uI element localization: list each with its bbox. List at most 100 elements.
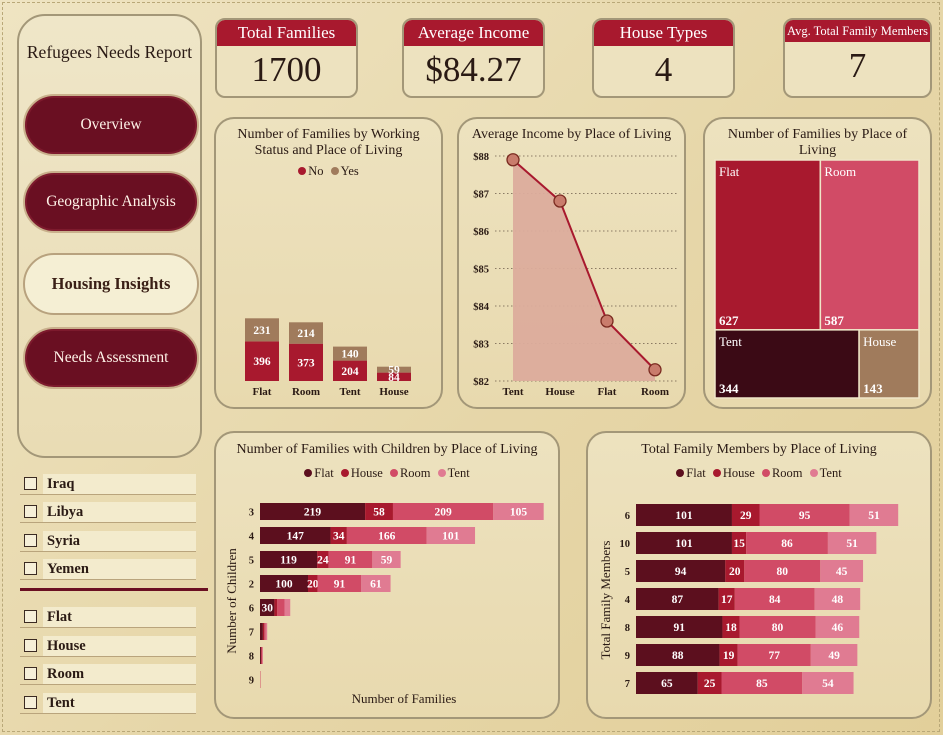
nav-overview-button[interactable]: Overview (23, 94, 199, 156)
y-axis-label: Number of Children (224, 548, 239, 654)
bar-room-6 (759, 504, 850, 526)
data-point-room (648, 363, 662, 377)
legend-item-room[interactable]: Room (761, 466, 803, 480)
kpi-value: 4 (654, 50, 673, 89)
tile-label: House (863, 334, 896, 349)
data-label: 373 (297, 357, 315, 369)
data-label: 46 (832, 622, 844, 634)
filter-libya[interactable]: Libya (20, 501, 196, 523)
legend-item-room[interactable]: Room (389, 466, 431, 480)
data-point-flat (600, 314, 614, 328)
tick-label: Tent (340, 386, 361, 398)
bar-tent-2 (361, 575, 391, 592)
y-tick-label: $82 (473, 377, 489, 388)
nav-housing-insights-button[interactable]: Housing Insights (23, 253, 199, 315)
data-label: 101 (442, 531, 460, 543)
legend-item-tent[interactable]: Tent (437, 466, 470, 480)
data-label: 105 (510, 507, 527, 519)
checkbox[interactable] (24, 667, 37, 680)
bar-house-7 (262, 623, 265, 640)
y-tick-label: $83 (473, 340, 489, 351)
area-fill (513, 159, 655, 381)
legend-item-tent[interactable]: Tent (809, 466, 842, 480)
legend-label: No (308, 164, 324, 178)
kpi-total-families: Total Families 1700 (215, 18, 358, 98)
data-label: 166 (378, 531, 396, 543)
legend-item-house[interactable]: House (340, 466, 383, 480)
data-label: 88 (672, 650, 684, 662)
chart-title: Total Family Members by Place of Living (641, 442, 877, 457)
series-line (512, 158, 656, 371)
data-label: 86 (781, 538, 793, 550)
legend-label: House (350, 466, 383, 480)
bar-house-4 (330, 527, 347, 544)
filter-yemen[interactable]: Yemen (20, 558, 196, 580)
legend-item-flat[interactable]: Flat (304, 466, 334, 480)
filter-label: House (43, 635, 196, 656)
bar-no-room (289, 343, 323, 381)
data-label: 84 (388, 372, 400, 384)
bar-house-2 (308, 575, 318, 592)
bar-yes-tent (333, 346, 367, 361)
y-tick-label: 7 (625, 679, 630, 690)
filter-flat[interactable]: Flat (20, 606, 196, 628)
y-tick-label: 8 (249, 652, 254, 663)
filter-tent[interactable]: Tent (20, 692, 196, 714)
tick-label: House (379, 386, 408, 398)
filter-house[interactable]: House (20, 635, 196, 657)
bar-tent-8 (815, 616, 860, 638)
legend-label: Yes (340, 164, 359, 178)
bar-tent-3 (493, 503, 544, 520)
legend-dot (712, 469, 721, 477)
data-label: 100 (275, 579, 293, 591)
data-point-house (553, 194, 567, 208)
tile-label: Tent (719, 334, 742, 349)
data-label: 94 (675, 566, 687, 578)
bar-tent-4 (426, 527, 476, 544)
checkbox[interactable] (24, 534, 37, 547)
bar-yes-house (377, 366, 411, 373)
bar-tent-10 (827, 532, 877, 554)
y-tick-label: $84 (473, 302, 490, 313)
checkbox[interactable] (24, 639, 37, 652)
nav-needs-assessment-button[interactable]: Needs Assessment (23, 327, 199, 389)
chart-title: Number of Families by Working Status and… (237, 127, 420, 158)
chart-avg-income-panel: Average Income by Place of Living $82 $83… (457, 117, 686, 409)
checkbox[interactable] (24, 696, 37, 709)
bar-house-6 (731, 504, 760, 526)
data-label: 119 (280, 555, 297, 567)
bar-house-3 (365, 503, 393, 520)
legend-item-house[interactable]: House (712, 466, 755, 480)
legend-item-flat[interactable]: Flat (676, 466, 706, 480)
checkbox[interactable] (24, 477, 37, 490)
data-label: 48 (832, 594, 844, 606)
legend-label: Room (399, 466, 431, 480)
filter-syria[interactable]: Syria (20, 530, 196, 552)
tile-room (819, 159, 920, 331)
checkbox[interactable] (24, 610, 37, 623)
data-label: 214 (297, 328, 315, 340)
bar-house-8 (722, 616, 740, 638)
tile-label: Flat (719, 164, 740, 179)
tile-value: 627 (719, 313, 739, 328)
bar-house-7 (697, 672, 722, 694)
filter-divider (20, 588, 208, 591)
nav-geographic-analysis-button[interactable]: Geographic Analysis (23, 171, 199, 233)
legend-label: Room (771, 466, 803, 480)
bar-flat-8 (260, 647, 261, 664)
chart-title: Number of Families with Children by Plac… (236, 442, 538, 457)
legend-item-yes[interactable]: Yes (330, 164, 359, 178)
chart-legend: Flat House Room Tent (216, 466, 558, 481)
checkbox[interactable] (24, 505, 37, 518)
y-axis-label: Total Family Members (598, 541, 613, 660)
kpi-house-types: House Types 4 (592, 18, 735, 98)
bar-house-9 (719, 644, 738, 666)
checkbox[interactable] (24, 562, 37, 575)
data-label: 24 (317, 555, 329, 567)
legend-item-no[interactable]: No (298, 164, 323, 178)
filter-room[interactable]: Room (20, 663, 196, 685)
filter-iraq[interactable]: Iraq (20, 473, 196, 495)
legend-dot (304, 469, 313, 477)
